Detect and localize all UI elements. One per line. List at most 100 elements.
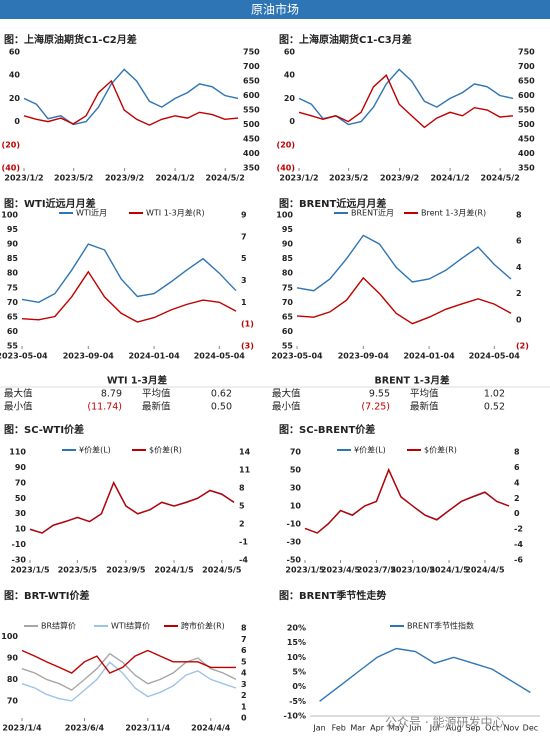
y2-tick-label: 9 xyxy=(241,211,247,220)
y-tick-label: 80 xyxy=(282,269,294,278)
y2-tick-label: 11 xyxy=(239,466,251,475)
y-tick-label: 70 xyxy=(15,478,27,487)
legend-label: ¥价差(L) xyxy=(79,445,111,455)
y2-tick-label: 8 xyxy=(516,211,522,220)
x-tick-label: 2023/1/4 xyxy=(2,724,42,733)
y2-tick-label: 8 xyxy=(241,624,247,633)
y-tick-label: 30 xyxy=(15,509,27,518)
y2-tick-label: 350 xyxy=(518,164,535,173)
x-tick-label: Nov xyxy=(503,724,519,733)
y2-tick-label: (1) xyxy=(241,320,254,329)
y2-tick-label: 6 xyxy=(514,463,520,472)
y2-tick-label: 4 xyxy=(514,478,520,487)
x-tick-label: 2024-01-04 xyxy=(128,352,180,361)
y-tick-label: 10 xyxy=(15,525,27,534)
x-tick-label: 2023/7/5 xyxy=(357,566,397,575)
series-line xyxy=(21,661,237,702)
table-cell: 0.52 xyxy=(484,402,505,413)
table-cell: 0.50 xyxy=(211,402,232,413)
y2-tick-label: 550 xyxy=(243,106,260,115)
y2-tick-label: -4 xyxy=(514,540,523,549)
y-tick-label: 65 xyxy=(7,312,19,321)
y2-tick-label: 650 xyxy=(518,77,535,86)
y2-tick-label: 14 xyxy=(239,448,251,457)
x-tick-label: Oct xyxy=(485,724,499,733)
x-tick-label: Jul xyxy=(429,724,440,733)
y-tick-label: 75 xyxy=(282,283,294,292)
table-cell: (11.74) xyxy=(87,402,122,413)
y-tick-label: -50 xyxy=(287,556,302,565)
table-cell: 1.02 xyxy=(484,389,505,400)
x-tick-label: 2024-05-04 xyxy=(194,352,246,361)
header-bar xyxy=(0,0,550,19)
y2-tick-label: 8 xyxy=(514,448,520,457)
x-tick-label: 2023/5/5 xyxy=(58,566,98,575)
legend-label: $价差(R) xyxy=(149,445,182,455)
x-tick-label: 2023-05-04 xyxy=(0,352,48,361)
y2-tick-label: 650 xyxy=(243,77,260,86)
y2-tick-label: 1 xyxy=(241,298,247,307)
y2-tick-label: 400 xyxy=(243,149,260,158)
y2-tick-label: 350 xyxy=(243,164,260,173)
y-tick-label: 90 xyxy=(7,654,19,663)
y2-tick-label: 500 xyxy=(518,120,535,129)
y2-tick-label: 600 xyxy=(243,91,260,100)
y2-tick-label: -4 xyxy=(239,556,248,565)
x-tick-label: 2024/5/2 xyxy=(481,174,520,183)
chart-title: 图：BRENT季节性走势 xyxy=(279,589,386,602)
x-tick-label: 2023/11/4 xyxy=(125,724,170,733)
y-tick-label: 15% xyxy=(287,638,306,647)
y-tick-label: 20 xyxy=(284,94,296,103)
y2-tick-label: 7 xyxy=(241,635,247,644)
y-tick-label: 10% xyxy=(287,653,306,662)
y-tick-label: 20 xyxy=(9,94,21,103)
table-cell: 最新值 xyxy=(142,401,171,413)
y2-tick-label: (2) xyxy=(516,342,529,351)
x-tick-label: 2023/9/2 xyxy=(105,174,144,183)
y-tick-label: -30 xyxy=(12,556,27,565)
x-tick-label: 2024/1/5 xyxy=(429,566,469,575)
y-tick-label: 100 xyxy=(1,211,18,220)
series-line xyxy=(23,68,239,126)
x-tick-label: 2024/5/2 xyxy=(206,174,245,183)
series-line xyxy=(298,68,514,126)
y-tick-label: 110 xyxy=(9,448,26,457)
x-tick-label: Dec xyxy=(523,724,538,733)
x-tick-label: 2023-09-04 xyxy=(338,352,390,361)
series-line xyxy=(319,647,531,702)
y2-tick-label: 700 xyxy=(243,62,260,71)
y2-tick-label: 600 xyxy=(518,91,535,100)
x-tick-label: 2023/1/5 xyxy=(10,566,50,575)
table-cell: 平均值 xyxy=(410,388,439,400)
legend-label: BRENT季节性指数 xyxy=(407,621,474,631)
y-tick-label: -5% xyxy=(289,697,306,706)
y-tick-label: 90 xyxy=(282,240,294,249)
table-cell: 最大值 xyxy=(272,388,301,400)
x-tick-label: Mar xyxy=(350,724,366,733)
series-line xyxy=(29,481,235,534)
y-tick-label: 70 xyxy=(290,448,302,457)
y2-tick-label: 2 xyxy=(241,691,247,700)
x-tick-label: 2024/5/5 xyxy=(202,566,242,575)
x-tick-label: 2023/5/2 xyxy=(54,174,93,183)
y-tick-label: -10% xyxy=(284,712,306,721)
y2-tick-label: 8 xyxy=(239,484,245,493)
y-tick-label: (20) xyxy=(2,140,20,149)
x-tick-label: 2024/1/5 xyxy=(154,566,194,575)
y2-tick-label: 3 xyxy=(241,680,247,689)
y-tick-label: 80 xyxy=(7,269,19,278)
y-tick-label: 75 xyxy=(7,283,19,292)
y-tick-label: 95 xyxy=(7,225,19,234)
table-cell: 平均值 xyxy=(142,388,171,400)
y2-tick-label: 2 xyxy=(516,289,522,298)
y-tick-label: 60 xyxy=(282,327,294,336)
x-tick-label: 2023-09-04 xyxy=(63,352,115,361)
legend-label: ¥价差(L) xyxy=(354,445,386,455)
y-tick-label: 30 xyxy=(290,484,302,493)
chart-title: 图：BRENT近远月月差 xyxy=(279,197,386,210)
y-tick-label: 95 xyxy=(282,225,294,234)
y-tick-label: -30 xyxy=(287,538,302,547)
table-title: WTI 1-3月差 xyxy=(107,375,167,387)
x-tick-label: May xyxy=(388,724,405,733)
x-tick-label: 2023/6/4 xyxy=(65,724,105,733)
